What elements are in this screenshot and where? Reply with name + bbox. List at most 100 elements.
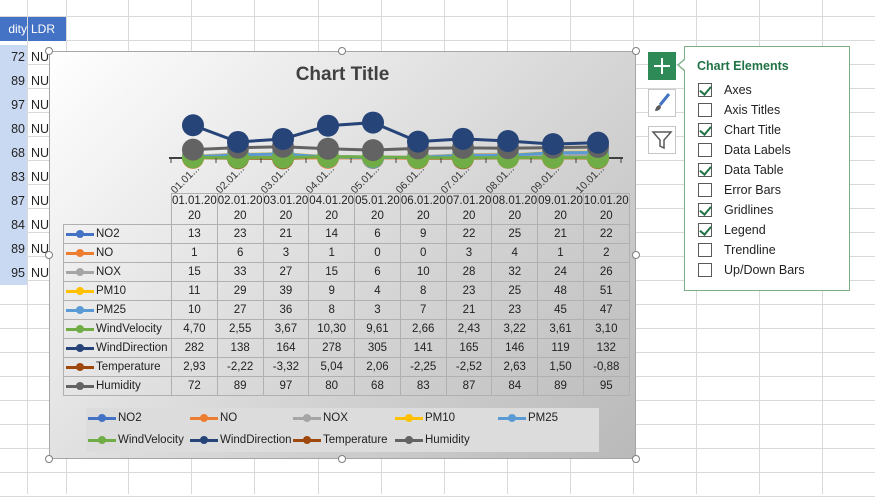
data-table-cell: 21	[445, 300, 493, 320]
option-label: Data Table	[724, 163, 784, 177]
cell-ldr[interactable]: NU	[31, 194, 50, 208]
resize-handle-bottom[interactable]	[338, 455, 346, 463]
legend-entry-pm10[interactable]: PM10	[393, 412, 455, 424]
data-point-winddirection[interactable]	[182, 114, 204, 137]
plot-area[interactable]: 01.01... 02.01... 03.01... 04.01... 05.01...…	[50, 52, 637, 202]
data-table-cell: 51	[582, 281, 630, 301]
date-line-1: 09.01.20	[538, 195, 583, 207]
data-point-winddirection[interactable]	[362, 111, 384, 134]
cell-humidity[interactable]: 87	[0, 189, 27, 213]
chart-area[interactable]: Chart Title 01.01... 02.01... 03.01... 04.0…	[49, 51, 636, 459]
column-header-humidity[interactable]: dity	[0, 17, 27, 41]
data-point-humidity[interactable]	[182, 138, 204, 161]
legend-entry-humidity[interactable]: Humidity	[393, 434, 470, 446]
data-point-winddirection[interactable]	[587, 131, 609, 154]
cell-humidity[interactable]: 80	[0, 117, 27, 141]
checkbox[interactable]	[698, 263, 712, 277]
grid-row-line	[0, 40, 875, 41]
date-line-1: 01.01.20	[172, 195, 217, 207]
checkbox[interactable]	[698, 163, 712, 177]
checkbox[interactable]	[698, 83, 712, 97]
data-table-date-header: 08.01.20 20	[491, 193, 539, 225]
data-table-date-header: 03.01.20 20	[262, 193, 310, 225]
cell-ldr[interactable]: NU	[31, 242, 50, 256]
cell-humidity[interactable]: 68	[0, 141, 27, 165]
data-table-cell: 84	[491, 376, 539, 396]
legend-entry-no2[interactable]: NO2	[86, 412, 142, 424]
legend-entry-nox[interactable]: NOX	[291, 412, 348, 424]
checkbox[interactable]	[698, 143, 712, 157]
legend-entry-no[interactable]: NO	[188, 412, 237, 424]
resize-handle-bottom-right[interactable]	[632, 455, 640, 463]
legend-entry-temperature[interactable]: Temperature	[291, 434, 388, 446]
legend-key-marker-icon	[66, 267, 94, 277]
resize-handle-left[interactable]	[45, 251, 53, 259]
data-table-row: Temperature 2,93 -2,22 -3,32 5,04 2,06 -2,25 -2…	[63, 357, 630, 377]
date-line-1: 04.01.20	[309, 195, 355, 207]
cell-ldr[interactable]: NU	[31, 146, 50, 160]
column-header-ldr[interactable]: LDR	[28, 17, 66, 41]
cell-humidity[interactable]: 89	[0, 69, 27, 93]
resize-handle-bottom-left[interactable]	[45, 455, 53, 463]
legend-entry-windvelocity[interactable]: WindVelocity	[86, 434, 184, 446]
checkmark-icon	[699, 163, 712, 176]
data-point-winddirection[interactable]	[227, 130, 249, 153]
checkmark-icon	[699, 83, 712, 96]
cell-ldr[interactable]: NU	[31, 50, 50, 64]
cell-humidity[interactable]: 97	[0, 93, 27, 117]
data-table-row: PM10 11 29 39 9 4 8 23 25 48 51	[63, 281, 630, 301]
data-point-winddirection[interactable]	[317, 114, 339, 137]
checkmark-icon	[699, 203, 712, 216]
cell-ldr[interactable]: NU	[31, 122, 50, 136]
legend-entry-winddirection[interactable]: WindDirection	[188, 434, 292, 446]
legend-entry-pm25[interactable]: PM25	[496, 412, 558, 424]
date-line-2: 20	[371, 210, 384, 222]
data-point-winddirection[interactable]	[542, 133, 564, 156]
cell-humidity[interactable]: 83	[0, 165, 27, 189]
cell-humidity[interactable]: 95	[0, 261, 27, 285]
data-table-cell: 2,06	[354, 357, 401, 377]
data-table-date-header: 04.01.20 20	[308, 193, 356, 225]
series-line-humidity[interactable]	[192, 145, 599, 152]
data-point-humidity[interactable]	[317, 137, 339, 160]
checkbox[interactable]	[698, 223, 712, 237]
option-label: Trendline	[724, 243, 776, 257]
chart-title[interactable]: Chart Title	[295, 64, 390, 85]
data-point-winddirection[interactable]	[497, 130, 519, 153]
checkbox[interactable]	[698, 203, 712, 217]
data-table-cell: 15	[308, 262, 356, 282]
resize-handle-top[interactable]	[338, 47, 346, 55]
cell-humidity[interactable]: 72	[0, 45, 27, 69]
checkbox[interactable]	[698, 123, 712, 137]
data-table-cell: 0	[399, 243, 447, 263]
chart-styles-button[interactable]	[648, 89, 676, 117]
legend-marker-icon	[395, 413, 423, 423]
series-line-winddirection[interactable]	[192, 121, 599, 146]
chart-filters-button[interactable]	[648, 126, 676, 154]
series-name-label: NO2	[96, 228, 120, 240]
data-point-winddirection[interactable]	[272, 127, 294, 150]
data-table-cell: 22	[445, 224, 493, 244]
legend-label: WindDirection	[220, 434, 292, 446]
cell-ldr[interactable]: NU	[31, 98, 50, 112]
cell-ldr[interactable]: NU	[31, 266, 50, 280]
checkbox[interactable]	[698, 183, 712, 197]
series-line-windvelocity[interactable]	[192, 155, 599, 160]
data-table-cell: 95	[582, 376, 630, 396]
cell-humidity[interactable]: 84	[0, 213, 27, 237]
chart-elements-button[interactable]	[648, 52, 676, 80]
cell-ldr[interactable]: NU	[31, 218, 50, 232]
resize-handle-top-right[interactable]	[632, 47, 640, 55]
data-point-humidity[interactable]	[362, 139, 384, 162]
data-point-winddirection[interactable]	[407, 130, 429, 153]
legend[interactable]: NO2 NO NOX PM10 PM25 WindVelocity WindDirectio…	[86, 408, 599, 452]
checkbox[interactable]	[698, 103, 712, 117]
checkbox[interactable]	[698, 243, 712, 257]
cell-humidity[interactable]: 89	[0, 237, 27, 261]
data-point-winddirection[interactable]	[452, 127, 474, 150]
resize-handle-right[interactable]	[632, 251, 640, 259]
resize-handle-top-left[interactable]	[45, 47, 53, 55]
cell-ldr[interactable]: NU	[31, 170, 50, 184]
data-table-cell: 8	[308, 300, 356, 320]
cell-ldr[interactable]: NU	[31, 74, 50, 88]
